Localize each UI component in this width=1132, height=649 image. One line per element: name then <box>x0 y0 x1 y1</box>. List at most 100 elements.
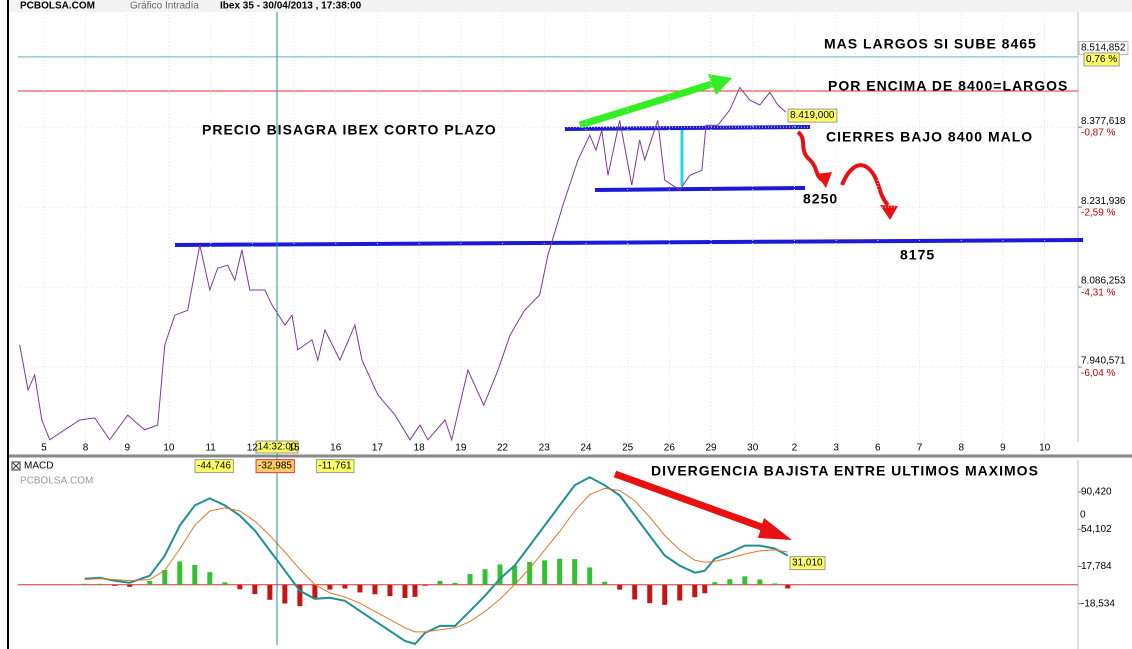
support-line <box>594 186 806 192</box>
divergence-arrow <box>613 470 772 534</box>
histogram-bar <box>617 584 623 590</box>
histogram-bar <box>512 565 518 585</box>
histogram-bar <box>112 584 118 586</box>
trend-arrow <box>578 80 714 129</box>
annotation: 8175 <box>900 247 935 263</box>
histogram-bar <box>162 569 168 585</box>
x-tick-label: 16 <box>330 443 342 454</box>
last-change-label: 0,76 % <box>1086 54 1117 65</box>
x-tick-label: 18 <box>414 443 426 454</box>
x-tick-label: 30 <box>747 443 759 454</box>
readout: -32,985 <box>258 461 292 472</box>
histogram-bar <box>412 584 418 597</box>
site-name: PCBOLSA.COM <box>20 1 95 12</box>
histogram-bar <box>557 558 563 585</box>
histogram-bar <box>497 564 503 585</box>
instrument: Ibex 35 - 30/04/2013 , 17:38:00 <box>220 1 362 12</box>
y2-tick-label: -2,59 % <box>1081 208 1116 219</box>
histogram-bar <box>527 561 533 585</box>
histogram-bar <box>207 572 213 585</box>
price-marker: 8.419,000 <box>790 110 835 121</box>
histogram-bar <box>192 564 198 585</box>
annotation: DIVERGENCIA BAJISTA ENTRE ULTIMOS MAXIMO… <box>651 463 1039 479</box>
histogram-bar <box>97 583 103 585</box>
histogram-bar <box>677 584 683 601</box>
x-tick-label: 7 <box>917 443 923 454</box>
histogram-bar <box>587 567 593 585</box>
histogram-bar <box>237 584 243 590</box>
x-tick-label: 29 <box>705 443 717 454</box>
histogram-bar <box>297 584 303 607</box>
x-tick-label: 10 <box>163 443 175 454</box>
x-tick-label: 3 <box>833 443 839 454</box>
x-tick-label: 8 <box>958 443 964 454</box>
histogram-bar <box>712 582 718 585</box>
x-tick-label: 19 <box>455 443 467 454</box>
histogram-bar <box>572 559 578 585</box>
y-tick-label: 7.940,571 <box>1081 356 1126 367</box>
resistance-line <box>564 125 811 131</box>
label-box <box>1083 52 1120 67</box>
histogram-bar <box>222 582 228 585</box>
x-tick-label: 5 <box>41 443 47 454</box>
y-tick-label: 8.086,253 <box>1081 276 1126 287</box>
histogram-bar <box>282 584 288 604</box>
panel-title: MACD <box>24 461 53 472</box>
y-tick-label: 54,102 <box>1081 524 1112 535</box>
watermark: PCBOLSA.COM <box>20 476 93 487</box>
x-tick-label: 9 <box>1000 443 1006 454</box>
line-series <box>84 476 789 646</box>
histogram-bar <box>177 561 183 585</box>
cursor-time: 14:32:00 <box>258 442 297 453</box>
histogram-bar <box>632 584 638 600</box>
chart-kind: Gráfico Intradía <box>130 1 199 12</box>
y2-tick-label: -6,04 % <box>1081 368 1116 379</box>
histogram-bar <box>372 584 378 595</box>
annotation: POR ENCIMA DE 8400=LARGOS <box>828 78 1068 94</box>
histogram-bar <box>772 583 778 585</box>
x-tick-label: 8 <box>83 443 89 454</box>
label-box <box>315 459 355 474</box>
histogram-bar <box>452 582 458 585</box>
histogram-bar <box>127 584 133 587</box>
x-tick-label: 12 <box>247 443 259 454</box>
histogram-bar <box>252 584 258 595</box>
label-box <box>194 459 234 474</box>
x-tick-label: 23 <box>539 443 551 454</box>
histogram-bar <box>692 584 698 598</box>
histogram-bar <box>387 584 393 597</box>
y-tick-label: 90,420 <box>1081 487 1112 498</box>
histogram-bar <box>785 584 791 589</box>
histogram-bar <box>702 584 708 594</box>
close-icon-x <box>12 462 20 470</box>
histogram-bar <box>147 580 153 585</box>
histogram-bar <box>542 560 548 585</box>
histogram-bar <box>727 579 733 585</box>
y-tick-label: 8.231,936 <box>1081 196 1126 207</box>
arrow-head <box>708 74 732 95</box>
histogram-bar <box>757 579 763 585</box>
histogram-bar <box>437 580 443 585</box>
x-tick-label: 6 <box>875 443 881 454</box>
histogram-bar <box>602 581 608 585</box>
arrow-head <box>758 518 792 540</box>
x-tick-label: 2 <box>792 443 798 454</box>
cursor-box <box>255 440 299 454</box>
histogram-bar <box>267 584 273 600</box>
last-macd-label: 31,010 <box>792 558 823 569</box>
x-tick-label: 11 <box>205 443 216 454</box>
x-tick-label: 9 <box>124 443 130 454</box>
line-series <box>19 86 787 442</box>
x-tick-label: 26 <box>664 443 676 454</box>
arrow-head <box>880 205 898 220</box>
histogram-bar <box>742 576 748 585</box>
x-tick-label: 10 <box>1039 443 1051 454</box>
y2-tick-label: -0,87 % <box>1081 128 1116 139</box>
hand-arrow <box>840 163 890 207</box>
x-tick-label: 22 <box>497 443 509 454</box>
label-box <box>789 556 826 571</box>
annotation: CIERRES BAJO 8400 MALO <box>826 129 1033 145</box>
label-box <box>787 108 838 123</box>
